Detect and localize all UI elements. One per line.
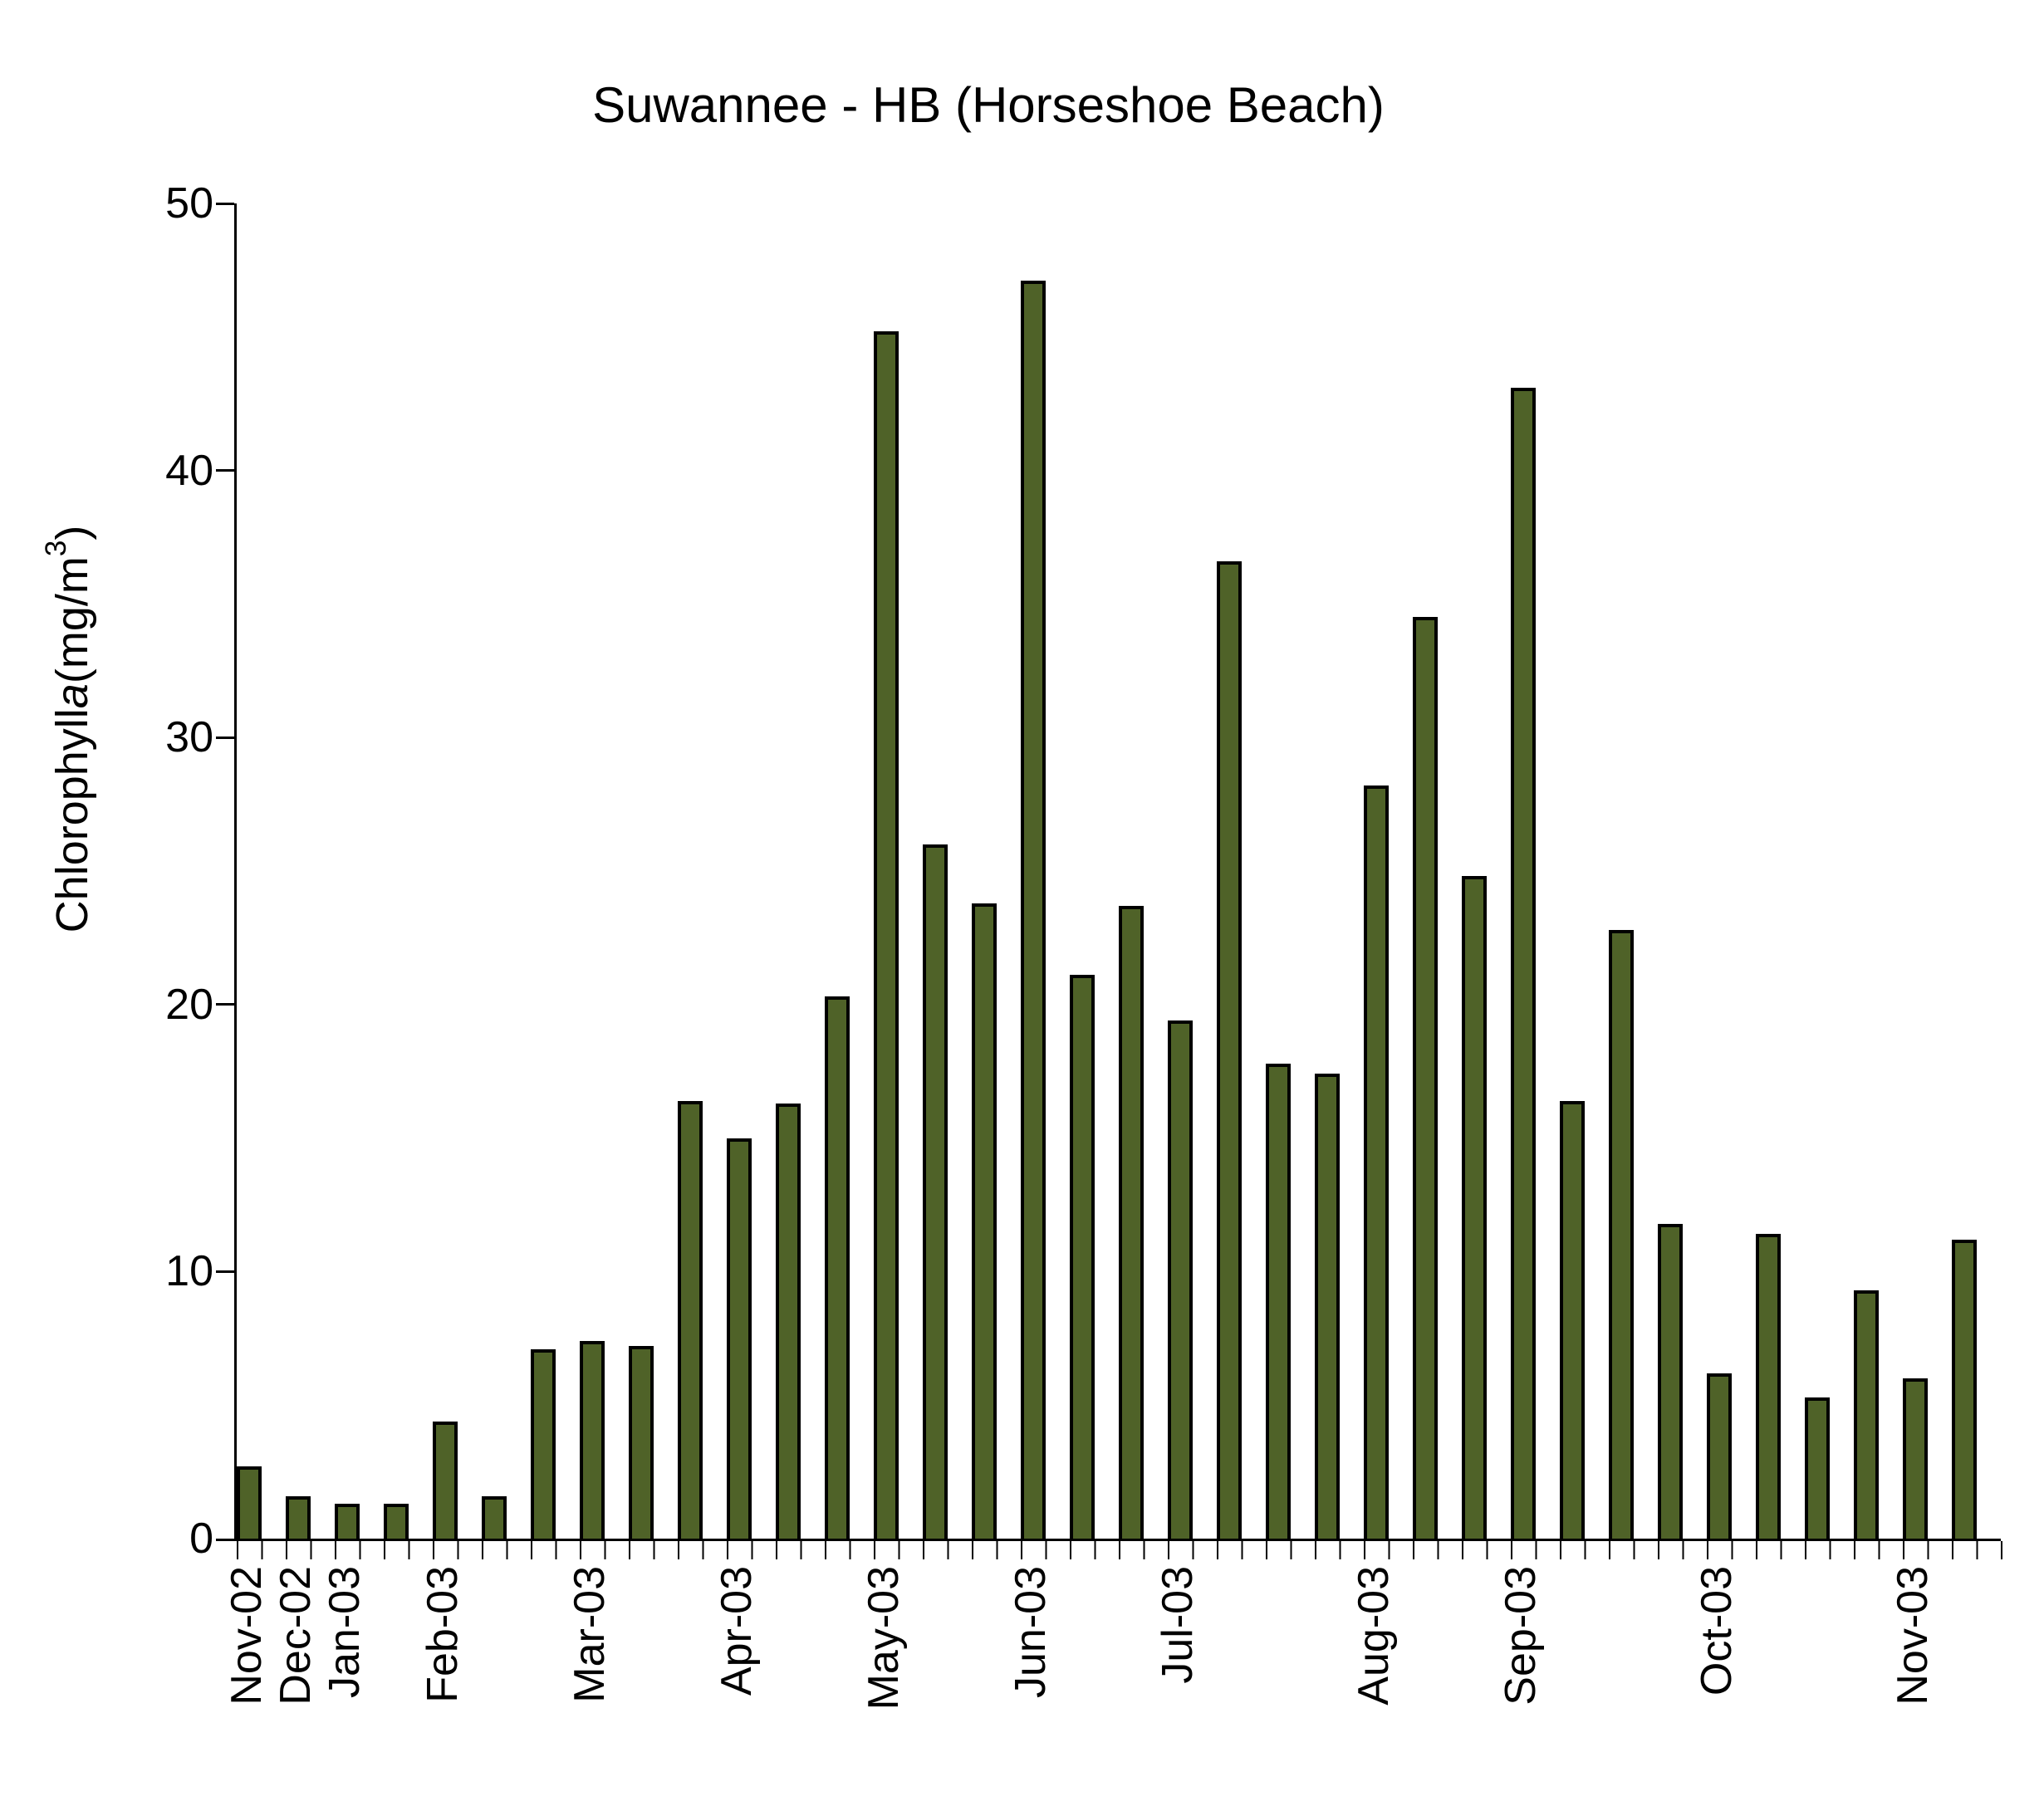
- bar: [727, 1138, 752, 1539]
- bar: [531, 1348, 556, 1539]
- bar: [1168, 1020, 1193, 1539]
- bar: [1119, 905, 1144, 1539]
- y-axis-tick-label: 50: [165, 179, 213, 228]
- x-axis-label: Feb-03: [419, 1566, 467, 1703]
- y-axis-tick-labels: 0 10 20 30 40 50: [0, 0, 213, 1801]
- bar: [1903, 1378, 1928, 1539]
- x-axis-label: Nov-03: [1889, 1566, 1937, 1706]
- y-axis-tick-label: 10: [165, 1247, 213, 1296]
- bar: [678, 1100, 703, 1539]
- y-axis-tick-label: 20: [165, 980, 213, 1029]
- bar: [1021, 281, 1046, 1539]
- y-axis-tick-label: 0: [189, 1515, 213, 1563]
- bar: [629, 1346, 654, 1539]
- bar: [1756, 1234, 1781, 1539]
- bar: [433, 1421, 458, 1539]
- bar: [1462, 876, 1487, 1539]
- y-axis-tick-label: 40: [165, 446, 213, 495]
- bar: [237, 1466, 262, 1539]
- bar: [1854, 1290, 1879, 1539]
- y-axis-tick-label: 30: [165, 713, 213, 762]
- y-axis-tick: [216, 202, 234, 205]
- bar: [1266, 1063, 1291, 1539]
- plot-area: [216, 202, 2002, 1559]
- bar: [923, 844, 948, 1539]
- bar: [1315, 1074, 1340, 1539]
- x-axis-label: Dec-02: [272, 1566, 320, 1706]
- bar: [1952, 1239, 1977, 1539]
- bar: [384, 1504, 409, 1539]
- bar: [580, 1341, 605, 1539]
- bar: [482, 1495, 507, 1539]
- bar: [1805, 1397, 1830, 1539]
- bar: [1364, 785, 1389, 1539]
- bar: [1609, 929, 1634, 1539]
- y-axis-tick: [216, 736, 234, 739]
- chart-title: Suwannee - HB (Horseshoe Beach): [592, 77, 1385, 133]
- x-axis-label: Aug-03: [1350, 1566, 1398, 1706]
- bar: [1658, 1223, 1683, 1539]
- y-axis-tick: [216, 469, 234, 472]
- x-axis-label: Oct-03: [1693, 1566, 1741, 1696]
- x-axis-label: Mar-03: [566, 1566, 614, 1703]
- bar: [776, 1103, 801, 1539]
- bar: [825, 996, 850, 1539]
- x-axis-label: Jul-03: [1154, 1566, 1202, 1684]
- bar: [286, 1495, 311, 1539]
- bar: [1070, 975, 1095, 1539]
- bar: [1217, 560, 1242, 1539]
- bar: [1413, 617, 1438, 1539]
- bar: [1511, 387, 1536, 1539]
- x-axis-label: Jan-03: [321, 1566, 369, 1698]
- x-axis-label: Sep-03: [1497, 1566, 1545, 1706]
- y-axis-tick: [216, 1270, 234, 1273]
- x-axis-ticks: [237, 1541, 2002, 1559]
- x-axis-label: Jun-03: [1007, 1566, 1055, 1698]
- bar: [972, 903, 997, 1539]
- x-axis-label: Nov-02: [223, 1566, 271, 1706]
- y-axis-tick: [216, 1003, 234, 1006]
- x-axis-label: May-03: [860, 1566, 908, 1710]
- bar: [1560, 1100, 1585, 1539]
- bar: [1707, 1373, 1732, 1539]
- y-axis-zero-tick: [216, 1539, 237, 1541]
- bar: [874, 331, 899, 1539]
- x-axis-label: Apr-03: [713, 1566, 761, 1696]
- bar: [335, 1504, 360, 1539]
